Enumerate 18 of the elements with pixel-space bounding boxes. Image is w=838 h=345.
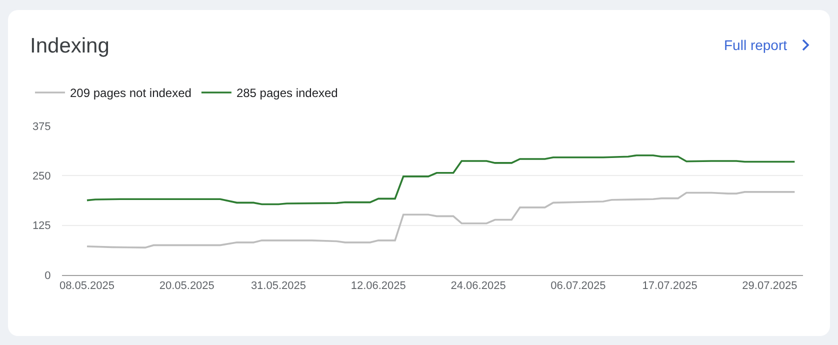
x-tick-label: 31.05.2025 (250, 280, 306, 292)
x-tick-label: 12.06.2025 (350, 280, 406, 292)
x-tick-label: 24.06.2025 (450, 280, 506, 292)
y-tick-label: 0 (44, 270, 51, 282)
x-tick-label: 29.07.2025 (742, 280, 798, 292)
text: Full report (724, 37, 788, 53)
y-tick-label: 375 (32, 120, 51, 133)
y-tick-label: 250 (32, 170, 51, 183)
x-tick-label: 20.05.2025 (159, 280, 214, 292)
line-series (86, 154, 796, 206)
x-tick-label: 06.07.2025 (550, 280, 606, 292)
legend-label: 209 pages not indexed (70, 86, 192, 100)
y-tick-label: 125 (32, 220, 51, 232)
legend-label: 285 pages indexed (236, 86, 338, 100)
x-tick-label: 08.05.2025 (59, 280, 115, 292)
x-tick-label: 17.07.2025 (642, 280, 698, 292)
line-series (86, 191, 796, 248)
chart-title: Indexing (30, 34, 110, 58)
